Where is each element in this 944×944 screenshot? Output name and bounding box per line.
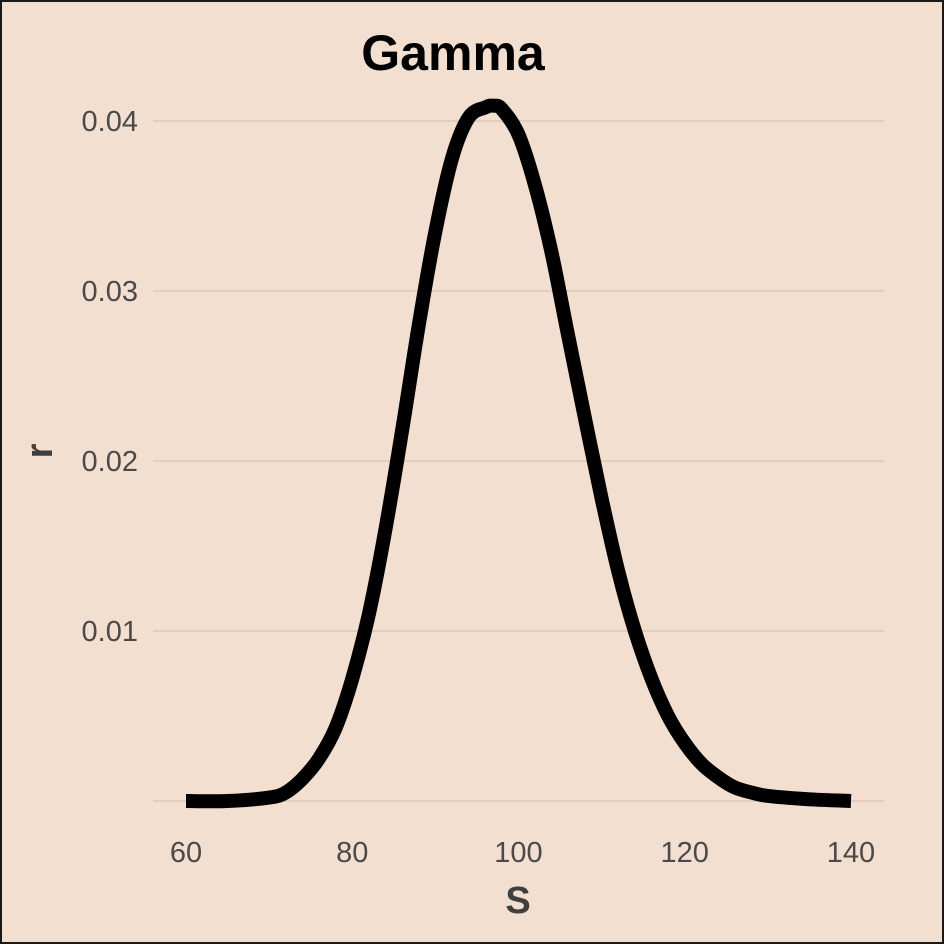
y-tick-label: 0.03 bbox=[82, 276, 138, 308]
chart-title: Gamma bbox=[361, 25, 546, 81]
x-tick-label: 80 bbox=[336, 837, 368, 869]
x-tick-label: 60 bbox=[170, 837, 202, 869]
y-tick-label: 0.01 bbox=[82, 616, 138, 648]
x-tick-label: 140 bbox=[827, 837, 875, 869]
x-axis-label: S bbox=[505, 880, 530, 922]
x-tick-label: 100 bbox=[494, 837, 542, 869]
gridlines bbox=[153, 120, 884, 802]
y-tick-labels: 0.01 0.02 0.03 0.04 bbox=[82, 106, 138, 648]
y-axis-label: r bbox=[19, 443, 61, 458]
density-curve bbox=[185, 98, 852, 809]
x-tick-labels: 60 80 100 120 140 bbox=[170, 837, 875, 869]
x-tick-label: 120 bbox=[661, 837, 709, 869]
y-tick-label: 0.02 bbox=[82, 446, 138, 478]
y-tick-label: 0.04 bbox=[82, 106, 138, 138]
